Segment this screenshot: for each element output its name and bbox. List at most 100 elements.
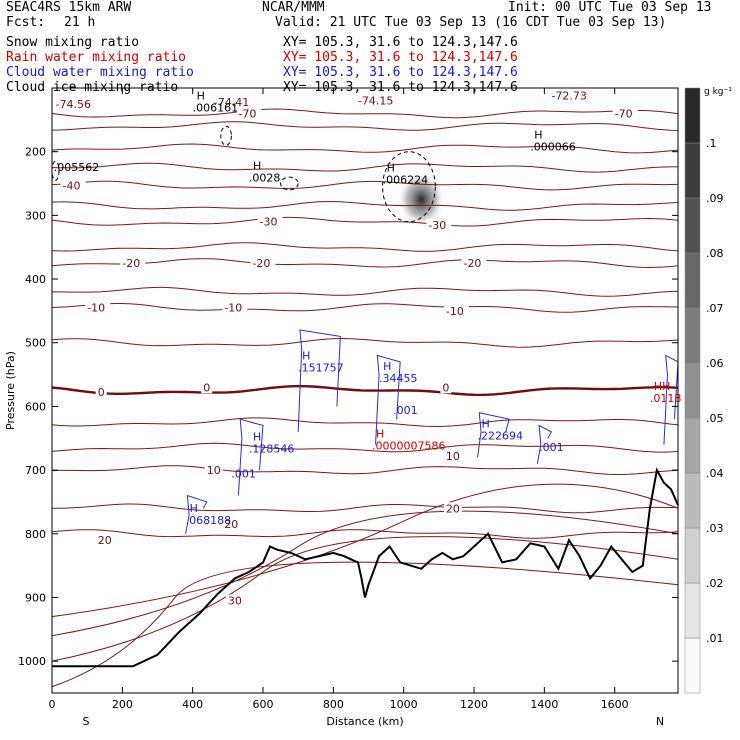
contour-label: -20 xyxy=(122,257,140,270)
contour-label-bg xyxy=(120,257,146,270)
colorbar-tick-label: .01 xyxy=(706,632,724,645)
colorbar-segment xyxy=(684,417,701,474)
init-time: Init: 00 UTC Tue 03 Sep 13 xyxy=(508,0,712,15)
colorbar-segment xyxy=(684,197,701,254)
contour-label: -20 xyxy=(252,257,270,270)
maximum-value: .151757 xyxy=(298,361,344,374)
cloud-ice-shading xyxy=(397,171,446,228)
contour-label-bg xyxy=(60,179,86,192)
cloud-water-contour xyxy=(375,354,401,445)
colorbar-tick-label: .04 xyxy=(706,467,724,480)
colorbar-segment xyxy=(684,527,701,584)
contour-label-bg xyxy=(225,594,244,607)
cloud-water-contour xyxy=(185,494,208,534)
contour-label: -74.41 xyxy=(214,96,249,109)
cloud-water-contour xyxy=(663,354,679,445)
maximum-marker: H xyxy=(197,90,205,103)
field-snow-xy: XY= 105.3, 31.6 to 124.3,147.6 xyxy=(283,35,518,50)
north-label: N xyxy=(656,715,664,728)
contour-label: 10 xyxy=(207,464,221,477)
y-tick-label: 500 xyxy=(25,337,46,350)
temperature-contour xyxy=(51,121,679,131)
temperature-contour xyxy=(51,258,679,269)
contour-label: -74.56 xyxy=(56,98,91,111)
field-rain-xy: XY= 105.3, 31.6 to 124.3,147.6 xyxy=(283,50,518,65)
contour-label-bg xyxy=(549,89,596,102)
contour-label-bg xyxy=(440,381,452,394)
maximum-marker: H xyxy=(253,430,261,443)
temperature-contour xyxy=(51,384,679,397)
contour-label: 0 xyxy=(442,381,449,394)
snow-contour xyxy=(280,176,299,191)
maximum-marker: H xyxy=(383,360,391,373)
colorbar-tick-label: .09 xyxy=(706,192,724,205)
x-tick-label: 200 xyxy=(112,698,133,711)
temperature-contour xyxy=(51,337,679,348)
y-tick-label: 300 xyxy=(25,209,46,222)
maximum-value: .001 xyxy=(539,441,564,454)
temperature-contour xyxy=(51,442,679,453)
field-cloud-name: Cloud water mixing ratio xyxy=(6,65,194,80)
x-tick-label: 1400 xyxy=(530,698,558,711)
cloud-water-contour xyxy=(237,418,264,496)
temperature-contour xyxy=(51,510,679,637)
colorbar-unit: g kg⁻¹ xyxy=(704,87,732,97)
temperature-contour xyxy=(51,143,679,154)
x-tick-label: 600 xyxy=(253,698,274,711)
contour-label: 30 xyxy=(228,595,242,608)
terrain-line xyxy=(52,467,679,668)
south-label: S xyxy=(83,715,90,728)
temperature-contour xyxy=(51,561,679,688)
x-tick-label: 400 xyxy=(182,698,203,711)
contour-label-bg xyxy=(612,107,638,120)
temperature-contour xyxy=(51,465,679,475)
contour-label-bg xyxy=(201,381,213,394)
colorbar-tick-label: .03 xyxy=(706,522,724,535)
maximum-value: .001 xyxy=(231,468,256,481)
colorbar-tick-label: .06 xyxy=(706,357,724,370)
maximum-marker: H xyxy=(253,160,261,173)
temperature-contour xyxy=(51,529,679,539)
contour-label-bg xyxy=(236,107,262,120)
colorbar-segment xyxy=(684,582,701,639)
contour-label: -10 xyxy=(87,302,105,315)
x-tick-label: 1600 xyxy=(601,698,629,711)
model-title: SEAC4RS 15km ARW xyxy=(6,0,132,15)
x-tick-label: 1200 xyxy=(460,698,488,711)
contour-label-bg xyxy=(85,301,111,314)
x-tick-label: 0 xyxy=(49,698,56,711)
maximum-marker: H xyxy=(190,502,198,515)
fcst-value: 21 h xyxy=(64,15,96,30)
x-axis-label: Distance (km) xyxy=(326,715,403,728)
y-tick-label: 600 xyxy=(25,400,46,413)
y-tick-label: 200 xyxy=(25,146,46,159)
contour-label: 0 xyxy=(98,386,105,399)
colorbar-tick-label: .1 xyxy=(706,137,717,150)
maximum-value: .000066 xyxy=(530,140,576,153)
temperature-contour xyxy=(51,162,678,173)
y-tick-label: 700 xyxy=(25,464,46,477)
snow-contour xyxy=(220,125,232,146)
contour-label: -74.15 xyxy=(358,95,393,108)
colorbar-tick-label: .05 xyxy=(706,412,724,425)
y-axis-label: Pressure (hPa) xyxy=(4,351,17,430)
maximum-value: .128546 xyxy=(249,442,295,455)
maximum-value: .006161 xyxy=(193,102,239,115)
temperature-contour xyxy=(51,180,679,191)
x-tick-label: 800 xyxy=(323,698,344,711)
temperature-contour xyxy=(51,216,679,227)
colorbar-segment xyxy=(684,142,701,199)
contour-label-bg xyxy=(95,534,114,547)
contour-label-bg xyxy=(461,257,487,270)
temperature-contour xyxy=(51,483,679,618)
contour-label: 0 xyxy=(203,381,210,394)
maximum-marker: H xyxy=(376,428,384,441)
maximum-value: .005562 xyxy=(54,161,99,174)
y-tick-label: 800 xyxy=(25,528,46,541)
contour-label-bg xyxy=(222,301,248,314)
contour-label: -40 xyxy=(63,179,81,192)
temperature-contour xyxy=(52,503,679,514)
y-tick-label: 400 xyxy=(25,273,46,286)
contour-label-bg xyxy=(355,94,402,107)
